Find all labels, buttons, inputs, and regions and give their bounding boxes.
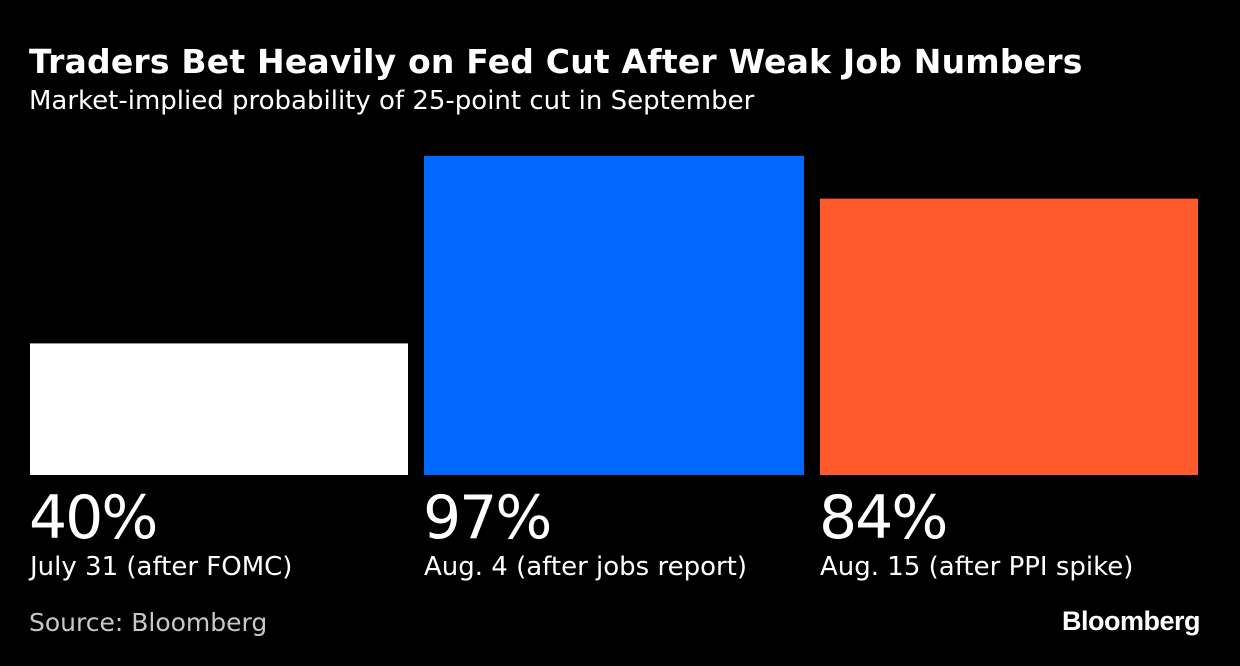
category-label: Aug. 4 (after jobs report)	[424, 552, 748, 582]
value-label: 40%	[29, 483, 158, 553]
bloomberg-logo: Bloomberg	[1061, 606, 1201, 636]
chart-subtitle: Market-implied probability of 25-point c…	[29, 86, 755, 116]
chart-title: Traders Bet Heavily on Fed Cut After Wea…	[29, 42, 1083, 81]
value-label: 97%	[423, 483, 552, 553]
bar-2	[424, 155, 804, 475]
bar-3	[820, 198, 1198, 475]
category-label: Aug. 15 (after PPI spike)	[820, 552, 1134, 582]
value-label: 84%	[819, 483, 948, 553]
source-note: Source: Bloomberg	[29, 608, 268, 637]
category-label: July 31 (after FOMC)	[30, 552, 293, 582]
bar-1	[30, 343, 408, 475]
